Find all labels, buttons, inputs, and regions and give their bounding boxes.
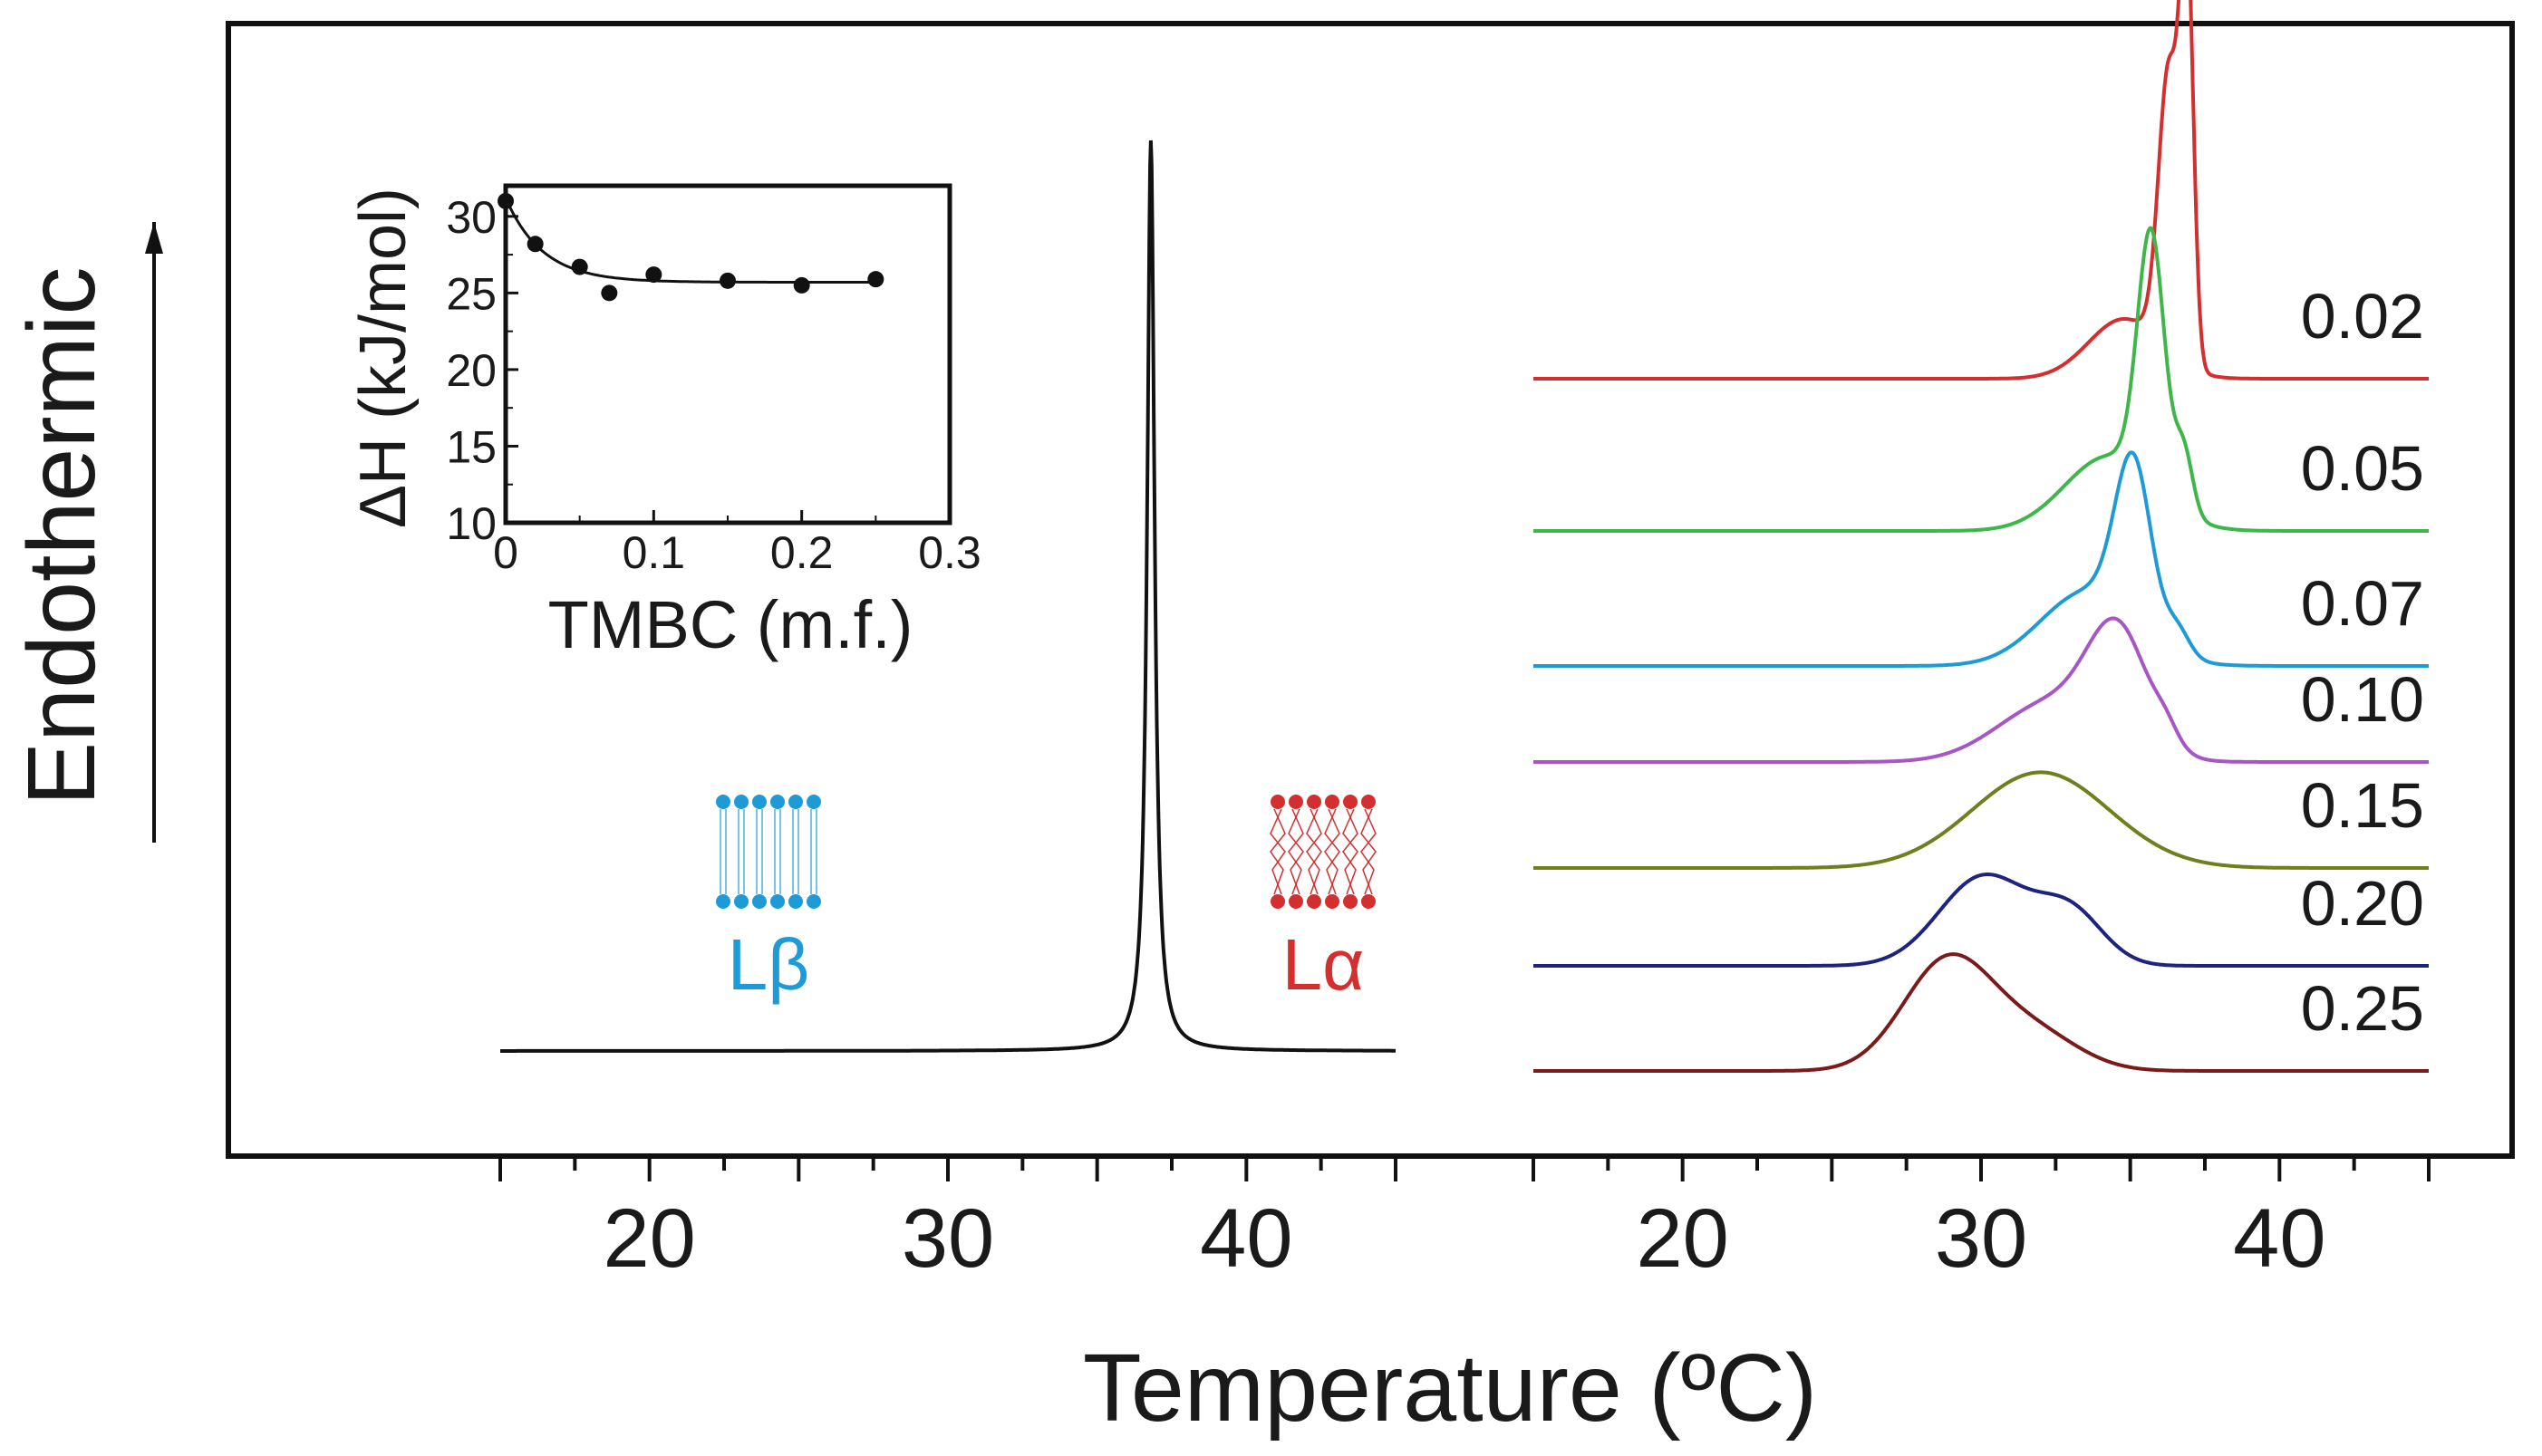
endothermic-arrowhead [145,222,163,254]
inset-data-point [867,271,884,288]
left-tick-label-40: 40 [1200,1192,1292,1285]
lipid-tail [1288,808,1304,895]
inset-data-point [527,236,544,253]
inset-data-point [645,266,662,284]
lipid-headgroup [1307,894,1321,909]
lipid-headgroup [770,894,785,909]
fluid-phase-label: Lα [1282,924,1365,1005]
fluid-phase-label-suffix: α [1322,924,1364,1005]
inset-data-point [601,284,618,302]
gel-phase-label: Lβ [728,924,810,1005]
inset-data-point [720,272,736,289]
series-label-0.07: 0.07 [2301,568,2424,639]
left-panel: 20 30 40 Lβ Lα [498,140,1397,1285]
inset-points [498,192,884,302]
lipid-headgroup [752,795,767,809]
lipid-tail [1324,808,1340,895]
plot-frame [226,21,2515,1159]
series-label-0.10: 0.10 [2301,664,2424,735]
inset-data-point [793,276,810,294]
y-axis-label: Endothermic [8,266,115,805]
right-tick-label-30: 30 [1935,1192,2027,1285]
tmbc-curve-0.07 [1533,450,2429,668]
left-x-ticks [498,1156,1397,1181]
inset-y-tick-20: 20 [446,345,497,396]
lipid-headgroup [734,795,749,809]
lipid-tail [1306,808,1322,895]
tmbc-curve-0.02 [1533,0,2429,381]
lipid-headgroup [1343,894,1358,909]
series-label-0.20: 0.20 [2301,868,2424,939]
inset-y-tick-15: 15 [446,421,497,472]
lipid-tail [1270,808,1286,895]
inset-x-tick-0.1: 0.1 [623,527,686,578]
gel-phase-bilayer-icon [716,795,821,909]
lipid-tail [1306,808,1322,895]
lipid-headgroup [1361,795,1376,809]
lipid-headgroup [716,795,730,809]
series-label-0.05: 0.05 [2301,433,2424,504]
pure-dppc-curve [500,140,1396,1053]
tmbc-curve-0.25 [1533,952,2429,1073]
inset-y-label: ΔH (kJ/mol) [347,188,420,528]
lipid-headgroup [807,795,821,809]
x-axis-label: Temperature (ºC) [1083,1335,1817,1442]
inset-fit-curve [504,197,876,284]
inset-chart: 0 0.1 0.2 0.3 10 15 20 25 30 TMBC (m.f.)… [347,183,981,662]
lipid-headgroup [788,894,803,909]
left-tick-label-30: 30 [902,1192,994,1285]
tmbc-curve-0.15 [1533,770,2429,870]
lipid-tail [1324,808,1340,895]
right-tick-label-40: 40 [2233,1192,2325,1285]
fluid-phase-label-prefix: L [1282,924,1323,1005]
inset-y-tick-30: 30 [446,192,497,243]
tmbc-curve-0.20 [1533,873,2429,968]
lipid-headgroup [752,894,767,909]
lipid-headgroup [1271,795,1285,809]
tmbc-curve-0.10 [1533,616,2429,764]
gel-phase-label-suffix: β [768,924,809,1005]
lipid-tail [1360,808,1377,895]
inset-y-tick-25: 25 [446,268,497,319]
left-tick-label-20: 20 [603,1192,695,1285]
gel-phase-label-prefix: L [728,924,768,1005]
inset-y-tick-10: 10 [446,498,497,549]
inset-data-point [498,192,514,209]
lipid-tail [1360,808,1377,895]
lipid-headgroup [1289,795,1303,809]
series-label-0.25: 0.25 [2301,973,2424,1044]
right-panel: 20 30 40 0.02 0.05 0.07 0.10 0.15 0.20 0… [1532,0,2431,1285]
lipid-headgroup [788,795,803,809]
tmbc-curves [1533,0,2429,1073]
inset-data-point [571,258,588,275]
inset-x-tick-0.2: 0.2 [770,527,834,578]
lipid-tail [1342,808,1358,895]
lipid-headgroup [1271,894,1285,909]
lipid-headgroup [770,795,785,809]
right-x-ticks [1532,1156,2431,1181]
lipid-tail [1342,808,1358,895]
inset-x-label: TMBC (m.f.) [548,587,913,662]
lipid-headgroup [1361,894,1376,909]
lipid-headgroup [716,894,730,909]
lipid-headgroup [1307,795,1321,809]
inset-x-tick-0.3: 0.3 [918,527,981,578]
series-label-0.15: 0.15 [2301,770,2424,841]
lipid-headgroup [1325,894,1339,909]
lipid-headgroup [807,894,821,909]
right-tick-label-20: 20 [1636,1192,1728,1285]
lipid-tail [1288,808,1304,895]
lipid-headgroup [1325,795,1339,809]
inset-x-tick-0: 0 [493,527,518,578]
fluid-phase-bilayer-icon [1270,795,1377,909]
tmbc-curve-0.05 [1533,226,2429,533]
inset-ticks [504,215,952,525]
lipid-tail [1270,808,1286,895]
lipid-headgroup [1289,894,1303,909]
series-label-0.02: 0.02 [2301,281,2424,352]
inset-frame [503,183,952,526]
lipid-headgroup [734,894,749,909]
lipid-headgroup [1343,795,1358,809]
